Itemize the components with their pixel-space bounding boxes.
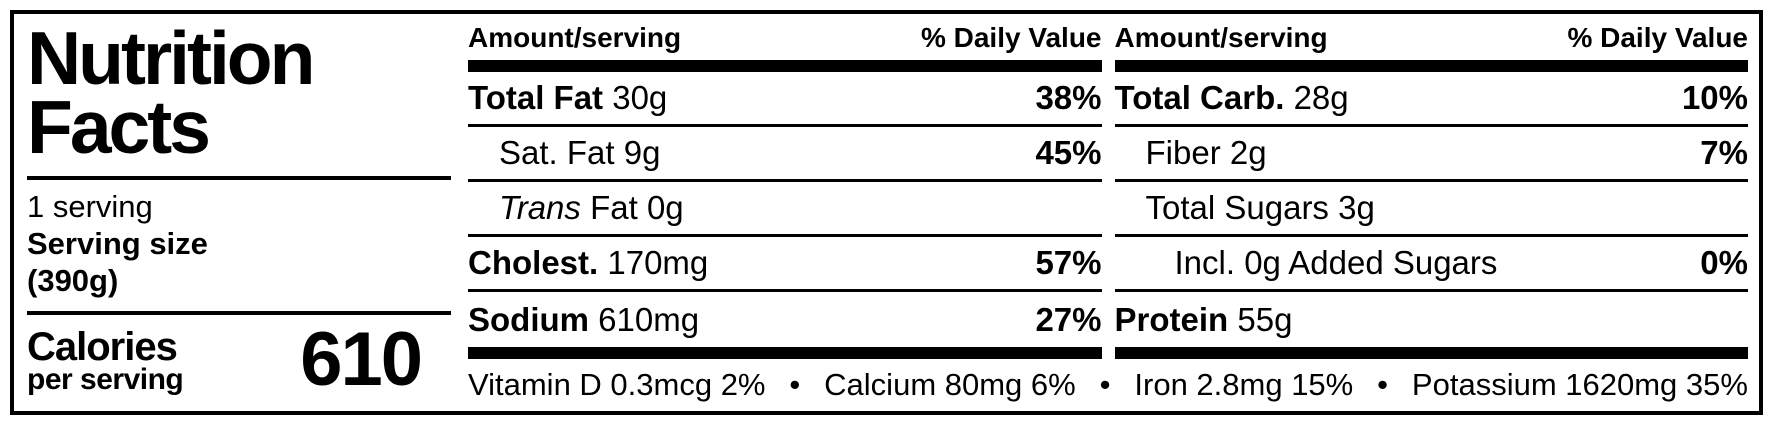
nutrient-row-trans-fat: Trans Fat 0g <box>468 182 1102 237</box>
nutrient-row-sat-fat: Sat. Fat 9g 45% <box>468 127 1102 182</box>
serving-info: 1 serving Serving size (390g) <box>27 188 451 299</box>
nutrient-name-amount: Incl. 0g Added Sugars <box>1174 244 1498 281</box>
daily-value: 45% <box>1035 134 1102 171</box>
nutrient-name-amount: Total Fat 30g <box>468 79 668 116</box>
daily-value: 10% <box>1681 79 1748 116</box>
label-left-panel: Nutrition Facts 1 serving Serving size (… <box>14 14 451 411</box>
daily-value: 57% <box>1035 244 1102 281</box>
footnote-vitamin-d: Vitamin D 0.3mcg 2% <box>468 367 766 402</box>
thick-divider <box>1114 60 1748 72</box>
nutrient-column-2: Amount/serving % Daily Value Total Carb.… <box>1114 14 1749 359</box>
header-amount-per-serving: Amount/serving <box>1114 22 1328 53</box>
serving-size-label: Serving size <box>27 226 208 261</box>
nutrient-name-amount: Protein 55g <box>1114 300 1293 338</box>
nutrient-name-amount: Total Sugars 3g <box>1145 189 1375 226</box>
calories-label: Calories <box>27 324 178 369</box>
footnote-iron: Iron 2.8mg 15% <box>1134 367 1354 402</box>
thick-divider <box>1114 347 1748 359</box>
nutrient-name-amount: Sodium 610mg <box>468 300 700 338</box>
nutrient-row-cholesterol: Cholest. 170mg 57% <box>468 237 1102 292</box>
nutrient-row-total-carb: Total Carb. 28g 10% <box>1114 72 1748 127</box>
nutrient-row-total-fat: Total Fat 30g 38% <box>468 72 1102 127</box>
micronutrient-footnote: Vitamin D 0.3mcg 2% • Calcium 80mg 6% • … <box>468 359 1748 411</box>
bullet-separator: • <box>1099 367 1111 402</box>
label-title: Nutrition Facts <box>27 16 451 169</box>
nutrient-row-added-sugars: Incl. 0g Added Sugars 0% <box>1114 237 1748 292</box>
thick-divider <box>468 60 1102 72</box>
header-percent-daily-value: % Daily Value <box>1567 22 1748 53</box>
nutrient-name-amount: Total Carb. 28g <box>1114 79 1349 116</box>
nutrient-row-protein: Protein 55g <box>1115 292 1749 347</box>
thick-divider <box>468 347 1102 359</box>
nutrition-facts-label: Nutrition Facts 1 serving Serving size (… <box>10 10 1763 415</box>
divider <box>27 311 451 315</box>
servings-per-container: 1 serving <box>27 189 153 224</box>
column-2-header: Amount/serving % Daily Value <box>1115 14 1749 60</box>
header-percent-daily-value: % Daily Value <box>920 22 1102 53</box>
daily-value: 7% <box>1700 134 1748 171</box>
bullet-separator: • <box>1377 367 1389 402</box>
daily-value: 27% <box>1035 300 1102 338</box>
calories-label-block: Calories per serving <box>27 324 184 396</box>
nutrient-table: Amount/serving % Daily Value Total Fat 3… <box>468 14 1759 411</box>
nutrient-column-1: Amount/serving % Daily Value Total Fat 3… <box>468 14 1102 359</box>
nutrient-name-amount: Trans Fat 0g <box>499 189 684 226</box>
divider <box>27 176 451 180</box>
footnote-potassium: Potassium 1620mg 35% <box>1411 367 1748 402</box>
calories-section: Calories per serving 610 <box>27 317 451 402</box>
daily-value: 38% <box>1035 79 1102 116</box>
label-title-line1: Nutrition <box>27 16 315 100</box>
nutrient-row-fiber: Fiber 2g 7% <box>1114 127 1748 182</box>
footnote-calcium: Calcium 80mg 6% <box>824 367 1076 402</box>
nutrient-name-amount: Cholest. 170mg <box>468 244 709 281</box>
nutrient-row-total-sugars: Total Sugars 3g <box>1114 182 1748 237</box>
column-1-header: Amount/serving % Daily Value <box>468 14 1102 60</box>
nutrient-name-amount: Sat. Fat 9g <box>499 134 661 171</box>
bullet-separator: • <box>789 367 801 402</box>
nutrient-row-sodium: Sodium 610mg 27% <box>468 292 1102 347</box>
label-title-line2: Facts <box>27 85 211 169</box>
calories-subtitle: per serving <box>27 362 184 396</box>
daily-value: 0% <box>1700 244 1748 281</box>
calories-value: 610 <box>300 317 423 402</box>
serving-size-value: (390g) <box>27 263 119 298</box>
header-amount-per-serving: Amount/serving <box>468 22 682 53</box>
nutrient-name-amount: Fiber 2g <box>1145 134 1267 171</box>
nutrient-columns: Amount/serving % Daily Value Total Fat 3… <box>468 14 1748 359</box>
